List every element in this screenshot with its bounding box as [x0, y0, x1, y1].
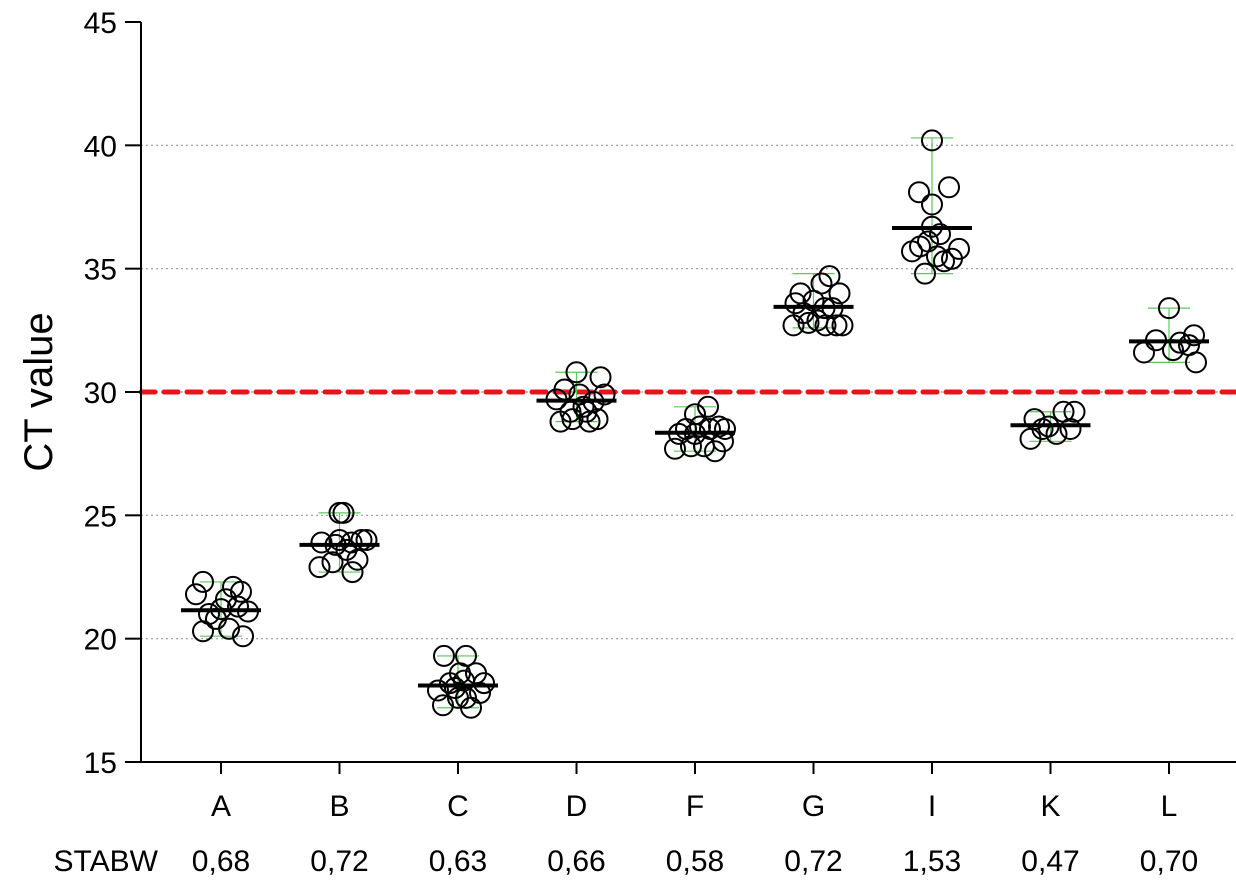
data-point [561, 408, 584, 431]
data-point [427, 679, 449, 702]
data-point [664, 437, 686, 460]
x-tick-label: I [928, 790, 936, 823]
y-tick-label: 45 [84, 7, 117, 40]
y-tick-label: 15 [84, 747, 117, 780]
data-point [341, 561, 364, 584]
data-point [948, 237, 970, 260]
x-tick-label: A [211, 790, 231, 823]
data-point [432, 694, 454, 717]
sd-value-label: 0,68 [192, 845, 250, 878]
data-point [1183, 324, 1205, 347]
data-point [714, 418, 736, 440]
data-point [321, 551, 344, 574]
data-point [332, 501, 355, 524]
data-point [908, 181, 930, 204]
data-point [825, 314, 848, 337]
sd-value-label: 0,72 [310, 845, 368, 878]
axes [125, 21, 1236, 774]
data-point [810, 272, 833, 295]
x-tick-label: L [1161, 790, 1178, 823]
data-point [572, 395, 595, 418]
data-point [218, 617, 240, 640]
data-point [355, 529, 378, 551]
data-point [586, 408, 609, 431]
data-points [185, 129, 1207, 719]
x-tick-label: K [1040, 790, 1060, 823]
sd-value-label: 0,70 [1140, 845, 1198, 878]
sd-value-label: 0,72 [784, 845, 842, 878]
y-tick-label: 35 [84, 254, 117, 287]
data-point [185, 583, 207, 606]
data-point [938, 176, 960, 199]
data-point [831, 314, 854, 337]
data-point [433, 644, 455, 667]
sd-value-label: 1,53 [903, 845, 961, 878]
labels: 15 20 25 30 35 40 45 A 0,68 B 0,72 C 0,63 D 0,66 F 0,58 G… [54, 7, 1199, 878]
sd-value-label: 0,47 [1021, 845, 1079, 878]
sd-row-label: STABW [54, 845, 159, 878]
data-point [192, 570, 214, 593]
data-point [227, 595, 249, 618]
sd-value-label: 0,63 [429, 845, 487, 878]
data-point [455, 644, 477, 667]
data-point [921, 129, 943, 152]
y-axis-label: CT value [17, 312, 61, 471]
data-point [1019, 427, 1042, 450]
y-tick-label: 30 [84, 377, 117, 410]
data-point [926, 245, 948, 268]
data-point [589, 366, 612, 389]
x-tick-label: C [447, 790, 469, 823]
data-point [232, 625, 254, 648]
data-point [1063, 400, 1086, 423]
mean-lines [181, 225, 1209, 688]
data-point [818, 265, 841, 288]
data-point [1059, 418, 1082, 440]
data-point [310, 531, 333, 554]
data-point [593, 383, 616, 406]
data-point [1133, 341, 1155, 364]
data-point [469, 681, 491, 704]
data-point [828, 282, 851, 305]
sd-value-label: 0,66 [547, 845, 605, 878]
sd-value-label: 0,58 [666, 845, 724, 878]
data-point [230, 580, 252, 603]
data-point [192, 620, 214, 643]
data-point [921, 193, 943, 216]
data-point [929, 223, 951, 246]
data-point [350, 529, 373, 551]
data-point [1185, 351, 1207, 374]
data-point [1158, 297, 1180, 320]
data-point [699, 418, 721, 440]
data-point [680, 435, 702, 458]
y-tick-label: 20 [84, 624, 117, 657]
y-tick-label: 40 [84, 130, 117, 163]
data-point [565, 361, 588, 384]
data-point [797, 311, 820, 334]
x-tick-label: G [802, 790, 825, 823]
data-point [455, 686, 477, 709]
data-point [914, 262, 936, 285]
data-point [308, 556, 331, 579]
x-tick-label: B [329, 790, 349, 823]
data-point [473, 672, 495, 695]
x-tick-label: F [686, 790, 704, 823]
data-point [697, 395, 719, 418]
y-tick-label: 25 [84, 500, 117, 533]
x-tick-label: D [566, 790, 588, 823]
